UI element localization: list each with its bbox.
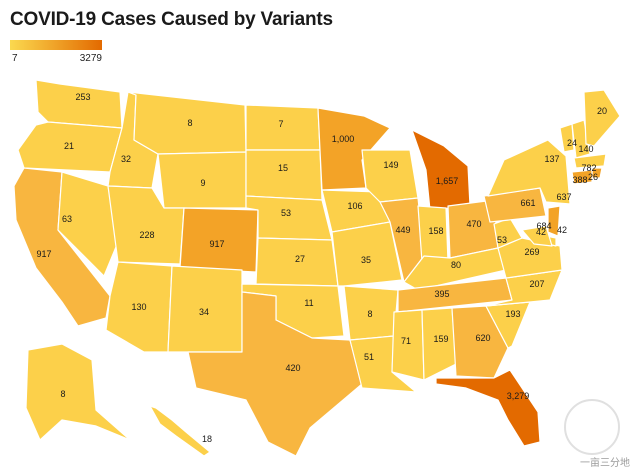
state-value-fl: 3,279 <box>507 391 530 401</box>
state-la <box>349 335 417 393</box>
state-value-tn: 395 <box>434 289 449 299</box>
state-value-sc: 193 <box>505 309 520 319</box>
state-value-labels: 253 21 917 32 63 8 9 228 130 917 34 7 15 53 27 11 420 1,0… <box>36 92 607 444</box>
state-wa <box>35 79 123 129</box>
state-value-de: 42 <box>536 227 546 237</box>
state-value-ne: 53 <box>281 208 291 218</box>
state-value-me: 20 <box>597 106 607 116</box>
state-ak <box>25 343 131 441</box>
state-value-mn: 1,000 <box>332 134 355 144</box>
watermark-text: 一亩三分地 <box>580 458 630 469</box>
state-nv <box>57 171 119 277</box>
state-value-ca: 917 <box>36 249 51 259</box>
state-value-ky: 80 <box>451 260 461 270</box>
color-legend: 7 3279 <box>10 40 102 64</box>
state-ma <box>573 153 607 169</box>
state-value-nh: 137 <box>544 154 559 164</box>
state-mi <box>411 129 471 211</box>
state-value-ct: 388 <box>572 175 587 185</box>
state-value-nc: 207 <box>529 279 544 289</box>
state-value-ks: 27 <box>295 254 305 264</box>
state-value-ms: 71 <box>401 336 411 346</box>
state-hi <box>149 405 211 457</box>
state-value-nd: 7 <box>278 119 283 129</box>
state-tx <box>187 291 363 457</box>
state-nj <box>547 205 561 237</box>
state-value-il: 449 <box>395 225 410 235</box>
state-value-vt: 24 <box>567 138 577 148</box>
state-value-mt: 8 <box>187 118 192 128</box>
legend-gradient-bar <box>10 40 102 50</box>
state-value-sd: 15 <box>278 163 288 173</box>
state-ne <box>245 195 333 241</box>
state-shapes <box>13 79 621 457</box>
state-vt <box>559 123 575 153</box>
state-value-va: 269 <box>524 247 539 257</box>
state-value-ga: 620 <box>475 333 490 343</box>
state-value-ri: 782 <box>581 163 596 173</box>
state-value-nj: 684 <box>536 221 551 231</box>
state-value-pa: 661 <box>520 198 535 208</box>
state-value-nv: 63 <box>62 214 72 224</box>
state-value-wa: 253 <box>75 92 90 102</box>
state-value-ny: 637 <box>556 192 571 202</box>
state-value-ct2: 26 <box>588 172 598 182</box>
legend-min-label: 7 <box>12 53 18 64</box>
state-value-ma: 140 <box>578 144 593 154</box>
state-value-tx: 420 <box>285 363 300 373</box>
state-value-in: 158 <box>428 226 443 236</box>
state-value-oh: 470 <box>466 219 481 229</box>
state-value-hi: 18 <box>202 434 212 444</box>
watermark-logo <box>564 399 620 455</box>
state-value-co: 917 <box>209 239 224 249</box>
state-fl <box>435 369 541 447</box>
state-value-wi: 149 <box>383 160 398 170</box>
state-value-ar: 8 <box>367 309 372 319</box>
state-value-la: 51 <box>364 352 374 362</box>
map-title: COVID-19 Cases Caused by Variants <box>10 9 333 30</box>
state-value-or: 21 <box>64 141 74 151</box>
state-value-ak: 8 <box>60 389 65 399</box>
state-md <box>521 225 553 247</box>
state-ga <box>451 305 509 379</box>
state-value-mo: 35 <box>361 255 371 265</box>
legend-max-label: 3279 <box>79 53 102 64</box>
state-me <box>583 89 621 147</box>
state-value-nm: 34 <box>199 307 209 317</box>
state-value-az: 130 <box>131 302 146 312</box>
state-value-md: 42 <box>557 225 567 235</box>
state-value-wv: 53 <box>497 235 507 245</box>
state-value-wy: 9 <box>200 178 205 188</box>
state-value-ia: 106 <box>347 201 362 211</box>
state-al <box>421 307 457 381</box>
state-value-mi: 1,657 <box>436 176 459 186</box>
state-mo <box>331 221 403 287</box>
state-ny <box>487 139 571 205</box>
state-value-al: 159 <box>433 334 448 344</box>
state-ct <box>571 169 593 185</box>
state-value-ut: 228 <box>139 230 154 240</box>
state-value-ok: 11 <box>304 298 313 308</box>
state-sd <box>245 149 323 201</box>
state-value-id: 32 <box>121 154 131 164</box>
